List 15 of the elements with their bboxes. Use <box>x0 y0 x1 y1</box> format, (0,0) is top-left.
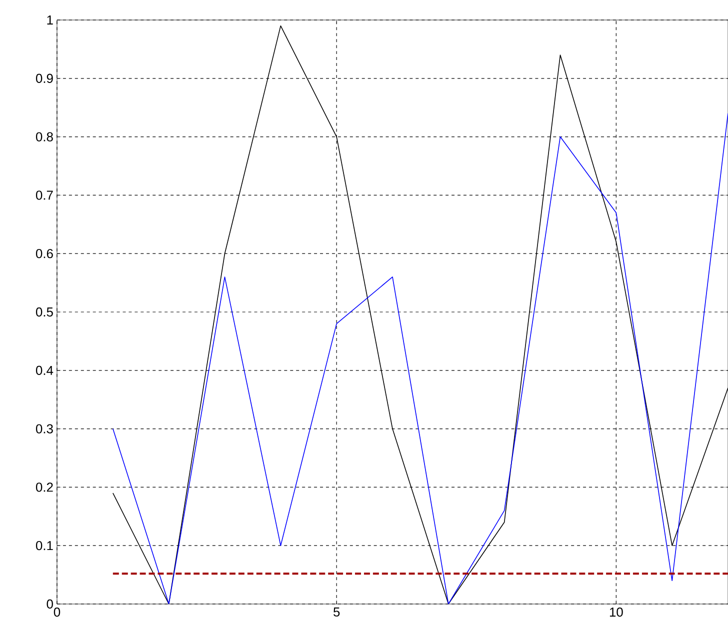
y-tick-label: 0.5 <box>36 307 53 317</box>
y-tick-label: 0.6 <box>36 249 53 258</box>
x-tick-label: 10 <box>610 608 623 617</box>
y-tick-label: 1 <box>47 16 53 24</box>
x-tick-label: 5 <box>334 608 340 617</box>
y-tick-label: 0.1 <box>36 541 53 550</box>
y-tick-label: 0.4 <box>36 366 54 375</box>
x-tick-label: 0 <box>54 608 60 617</box>
line-series <box>112 113 728 604</box>
y-tick-label: 0 <box>46 599 53 609</box>
y-tick-label: 0.9 <box>36 74 53 83</box>
y-tick-label: 0.2 <box>36 482 53 492</box>
y-tick-label: 0.3 <box>36 424 53 434</box>
y-tick-label: 0.7 <box>36 190 53 200</box>
y-tick-label: 0.8 <box>36 132 53 142</box>
